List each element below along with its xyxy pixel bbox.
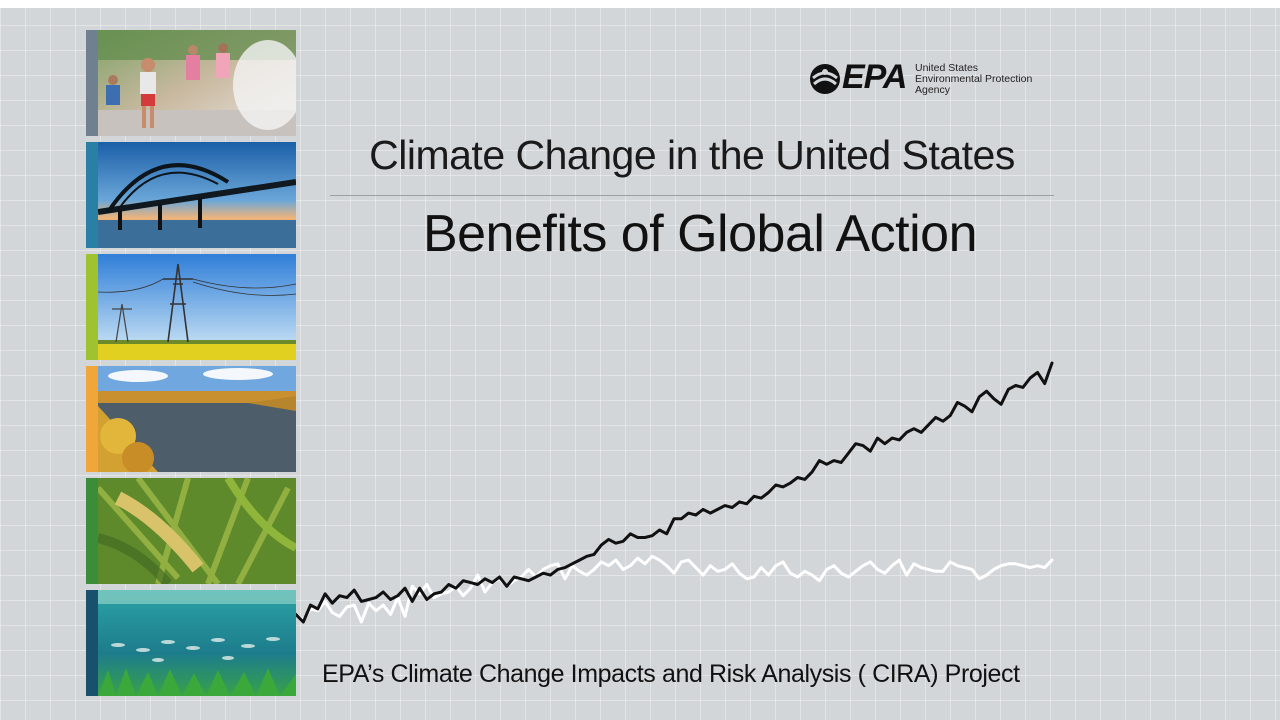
page-subtitle: Benefits of Global Action [422,205,978,263]
tile-stripe [86,478,98,584]
epa-agency-name: United States Environmental Protection A… [915,63,1065,96]
page-title: Climate Change in the United States [369,132,1015,178]
underwater-photo [98,590,296,696]
project-footer: EPA’s Climate Change Impacts and Risk An… [322,660,1020,688]
epa-acronym: EPA [842,58,907,96]
tile-stripe [86,366,98,472]
tile-river-autumn [86,366,296,472]
corn-photo [98,478,296,584]
tile-children-splash-pad [86,30,296,136]
tile-stripe [86,254,98,360]
series-line-1 [296,361,1054,624]
title-divider [330,195,1054,196]
series-line-2 [296,554,1054,624]
epa-logo: EPA United States Environmental Protecti… [808,58,1058,96]
agency-line-3: Agency [915,84,951,96]
tile-stripe [86,590,98,696]
tile-stripe [86,142,98,248]
top-bar [0,0,1280,8]
agency-line-1: United States [915,62,979,74]
children-splash-pad-photo [98,30,296,136]
tile-stripe [86,30,98,136]
temperature-trend-chart [296,361,1054,624]
agency-line-2: Environmental Protection [915,73,1033,85]
tile-underwater-fish [86,590,296,696]
epa-flower-icon [810,64,840,94]
tile-corn-crop [86,478,296,584]
bridge-photo [98,142,296,248]
river-photo [98,366,296,472]
power-lines-photo [98,254,296,360]
tile-power-lines-field [86,254,296,360]
tile-bridge-at-sunset [86,142,296,248]
